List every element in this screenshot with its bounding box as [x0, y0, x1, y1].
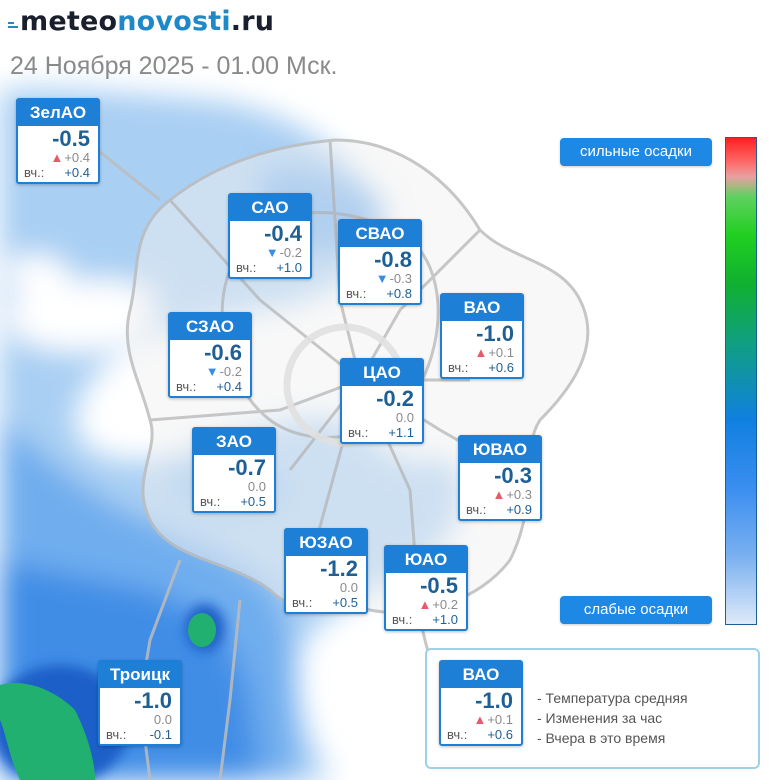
legend-items: - Температура средняя - Изменения за час… [537, 688, 688, 748]
logo-text-2: novosti [117, 6, 231, 37]
district-change: ▲+0.4 [50, 150, 90, 165]
trend-down-icon: ▼ [265, 245, 279, 260]
district-yesterday: вч.: +1.0 [236, 260, 302, 275]
district-card[interactable]: САО -0.4 ▼-0.2 вч.: +1.0 [228, 193, 312, 279]
district-change: 0.0 [153, 712, 172, 727]
district-temp: -0.5 [52, 126, 90, 151]
district-yesterday: вч.: +1.0 [392, 612, 458, 627]
district-yesterday: вч.: +0.5 [200, 494, 266, 509]
district-card[interactable]: СЗАО -0.6 ▼-0.2 вч.: +0.4 [168, 312, 252, 398]
legend-sample-card: ВАО -1.0 ▲+0.1 вч.: +0.6 [439, 660, 523, 746]
district-name: ВАО [441, 662, 521, 688]
district-name: САО [230, 195, 310, 221]
trend-up-icon: ▲ [474, 345, 488, 360]
district-change: ▲+0.1 [473, 712, 513, 727]
district-card[interactable]: СВАО -0.8 ▼-0.3 вч.: +0.8 [338, 219, 422, 305]
precip-spot-green [188, 613, 216, 647]
district-card[interactable]: ЗелАО -0.5 ▲+0.4 вч.: +0.4 [16, 98, 100, 184]
district-temp: -0.3 [494, 463, 532, 488]
precipitation-scale-bar [725, 137, 757, 625]
logo-text-1: meteo [20, 6, 118, 37]
legend-item: - Температура средняя [537, 690, 688, 706]
district-change: ▼-0.2 [265, 245, 302, 260]
district-temp: -0.4 [264, 221, 302, 246]
district-yesterday: вч.: +1.1 [348, 425, 414, 440]
district-temp: -1.0 [475, 688, 513, 713]
district-yesterday: вч.: +0.5 [292, 595, 358, 610]
district-temp: -0.7 [228, 455, 266, 480]
district-name: ВАО [442, 295, 522, 321]
district-yesterday: вч.: +0.6 [447, 727, 513, 742]
district-card[interactable]: ВАО -1.0 ▲+0.1 вч.: +0.6 [440, 293, 524, 379]
district-name: ЮВАО [460, 437, 540, 463]
district-change: ▲+0.2 [418, 597, 458, 612]
district-yesterday: вч.: +0.4 [176, 379, 242, 394]
district-card[interactable]: ЮЗАО -1.2 0.0 вч.: +0.5 [284, 528, 368, 614]
district-temp: -0.5 [420, 573, 458, 598]
site-logo[interactable]: meteonovosti.ru [8, 6, 274, 37]
legend-box: ВАО -1.0 ▲+0.1 вч.: +0.6 - Температура ср… [425, 648, 760, 769]
trend-up-icon: ▲ [418, 597, 432, 612]
district-temp: -0.8 [374, 247, 412, 272]
district-temp: -1.2 [320, 556, 358, 581]
scale-label-weak: слабые осадки [560, 596, 712, 624]
district-name: СВАО [340, 221, 420, 247]
trend-down-icon: ▼ [205, 364, 219, 379]
district-name: ЗелАО [18, 100, 98, 126]
trend-up-icon: ▲ [50, 150, 64, 165]
district-name: ЮЗАО [286, 530, 366, 556]
district-change: ▲+0.3 [492, 487, 532, 502]
trend-down-icon: ▼ [375, 271, 389, 286]
district-change: 0.0 [339, 580, 358, 595]
trend-up-icon: ▲ [473, 712, 487, 727]
district-yesterday: вч.: +0.9 [466, 502, 532, 517]
district-name: ЦАО [342, 360, 422, 386]
trend-up-icon: ▲ [492, 487, 506, 502]
scale-label-strong: сильные осадки [560, 138, 712, 166]
district-change: 0.0 [395, 410, 414, 425]
district-yesterday: вч.: +0.8 [346, 286, 412, 301]
district-name: Троицк [100, 662, 180, 688]
legend-item: - Изменения за час [537, 710, 663, 726]
district-change: 0.0 [247, 479, 266, 494]
district-yesterday: вч.: -0.1 [106, 727, 172, 742]
legend-item: - Вчера в это время [537, 730, 666, 746]
logo-mark-icon [8, 6, 18, 28]
district-card[interactable]: ЗАО -0.7 0.0 вч.: +0.5 [192, 427, 276, 513]
district-change: ▼-0.3 [375, 271, 412, 286]
district-name: ЮАО [386, 547, 466, 573]
district-temp: -0.2 [376, 386, 414, 411]
district-name: СЗАО [170, 314, 250, 340]
precip-spot-green-2 [0, 682, 95, 780]
district-card[interactable]: ЮВАО -0.3 ▲+0.3 вч.: +0.9 [458, 435, 542, 521]
district-card[interactable]: Троицк -1.0 0.0 вч.: -0.1 [98, 660, 182, 746]
district-yesterday: вч.: +0.6 [448, 360, 514, 375]
district-card[interactable]: ЦАО -0.2 0.0 вч.: +1.1 [340, 358, 424, 444]
district-name: ЗАО [194, 429, 274, 455]
district-yesterday: вч.: +0.4 [24, 165, 90, 180]
district-change: ▲+0.1 [474, 345, 514, 360]
district-card[interactable]: ЮАО -0.5 ▲+0.2 вч.: +1.0 [384, 545, 468, 631]
map-timestamp: 24 Ноября 2025 - 01.00 Мск. [10, 52, 338, 80]
district-temp: -1.0 [134, 688, 172, 713]
district-temp: -0.6 [204, 340, 242, 365]
logo-text-3: .ru [230, 6, 275, 37]
district-temp: -1.0 [476, 321, 514, 346]
district-change: ▼-0.2 [205, 364, 242, 379]
